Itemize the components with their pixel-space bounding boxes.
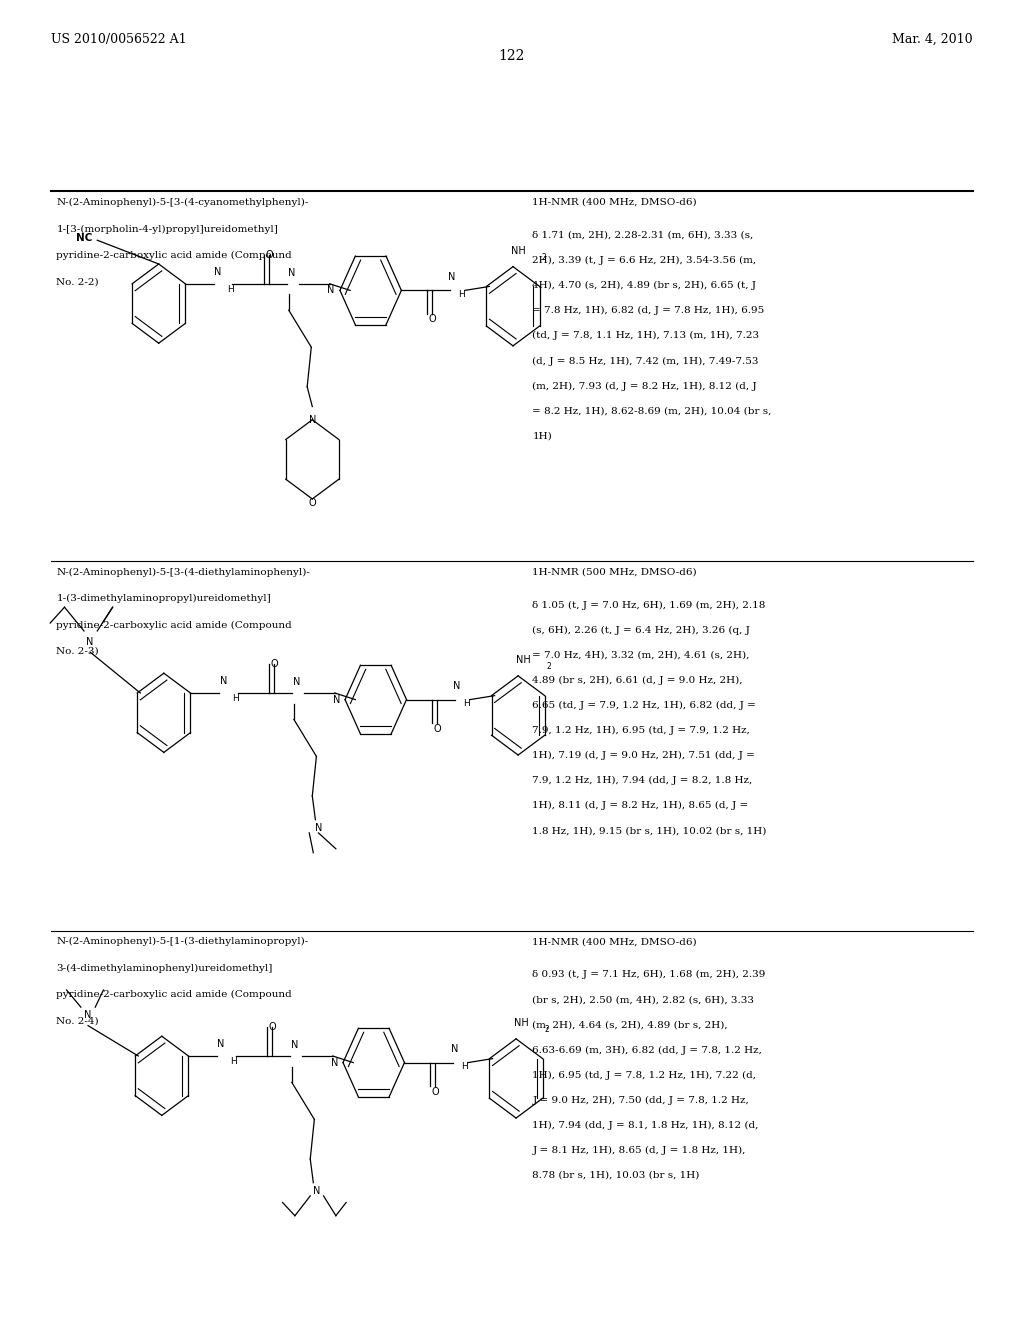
Text: pyridine-2-carboxylic acid amide (Compound: pyridine-2-carboxylic acid amide (Compou… bbox=[56, 990, 292, 999]
Text: 1H): 1H) bbox=[532, 432, 552, 441]
Text: 7.9, 1.2 Hz, 1H), 7.94 (dd, J = 8.2, 1.8 Hz,: 7.9, 1.2 Hz, 1H), 7.94 (dd, J = 8.2, 1.8… bbox=[532, 776, 753, 785]
Text: N: N bbox=[219, 676, 227, 686]
Text: O: O bbox=[265, 249, 273, 260]
Text: 1H), 6.95 (td, J = 7.8, 1.2 Hz, 1H), 7.22 (d,: 1H), 6.95 (td, J = 7.8, 1.2 Hz, 1H), 7.2… bbox=[532, 1071, 757, 1080]
Text: N: N bbox=[447, 272, 456, 282]
Text: 3-(4-dimethylaminophenyl)ureidomethyl]: 3-(4-dimethylaminophenyl)ureidomethyl] bbox=[56, 964, 272, 973]
Text: 1-(3-dimethylaminopropyl)ureidomethyl]: 1-(3-dimethylaminopropyl)ureidomethyl] bbox=[56, 594, 271, 603]
Text: (s, 6H), 2.26 (t, J = 6.4 Hz, 2H), 3.26 (q, J: (s, 6H), 2.26 (t, J = 6.4 Hz, 2H), 3.26 … bbox=[532, 626, 751, 635]
Text: O: O bbox=[270, 659, 279, 669]
Text: N-(2-Aminophenyl)-5-[3-(4-cyanomethylphenyl)-: N-(2-Aminophenyl)-5-[3-(4-cyanomethylphe… bbox=[56, 198, 308, 207]
Text: NC: NC bbox=[76, 232, 92, 243]
Text: H: H bbox=[464, 700, 470, 708]
Text: (m, 2H), 7.93 (d, J = 8.2 Hz, 1H), 8.12 (d, J: (m, 2H), 7.93 (d, J = 8.2 Hz, 1H), 8.12 … bbox=[532, 381, 757, 391]
Text: H: H bbox=[462, 1063, 468, 1071]
Text: 2: 2 bbox=[545, 1026, 549, 1034]
Text: NH: NH bbox=[511, 246, 525, 256]
Text: N: N bbox=[291, 1040, 299, 1051]
Text: 4H), 4.70 (s, 2H), 4.89 (br s, 2H), 6.65 (t, J: 4H), 4.70 (s, 2H), 4.89 (br s, 2H), 6.65… bbox=[532, 281, 757, 290]
Text: 1-[3-(morpholin-4-yl)propyl]ureidomethyl]: 1-[3-(morpholin-4-yl)propyl]ureidomethyl… bbox=[56, 224, 279, 234]
Text: NH: NH bbox=[516, 655, 530, 665]
Text: O: O bbox=[431, 1086, 439, 1097]
Text: No. 2-3): No. 2-3) bbox=[56, 647, 99, 656]
Text: H: H bbox=[232, 694, 239, 702]
Text: NH: NH bbox=[514, 1018, 528, 1028]
Text: N: N bbox=[217, 1039, 225, 1049]
Text: 6.65 (td, J = 7.9, 1.2 Hz, 1H), 6.82 (dd, J =: 6.65 (td, J = 7.9, 1.2 Hz, 1H), 6.82 (dd… bbox=[532, 701, 757, 710]
Text: N: N bbox=[333, 694, 340, 705]
Text: (d, J = 8.5 Hz, 1H), 7.42 (m, 1H), 7.49-7.53: (d, J = 8.5 Hz, 1H), 7.42 (m, 1H), 7.49-… bbox=[532, 356, 759, 366]
Text: N: N bbox=[451, 1044, 459, 1055]
Text: H: H bbox=[459, 290, 465, 298]
Text: O: O bbox=[428, 314, 436, 325]
Text: N: N bbox=[328, 285, 335, 296]
Text: N: N bbox=[214, 267, 222, 277]
Text: 8.78 (br s, 1H), 10.03 (br s, 1H): 8.78 (br s, 1H), 10.03 (br s, 1H) bbox=[532, 1171, 699, 1180]
Text: 1H-NMR (500 MHz, DMSO-d6): 1H-NMR (500 MHz, DMSO-d6) bbox=[532, 568, 697, 577]
Text: 122: 122 bbox=[499, 49, 525, 63]
Text: No. 2-4): No. 2-4) bbox=[56, 1016, 99, 1026]
Text: N: N bbox=[84, 1010, 92, 1020]
Text: Mar. 4, 2010: Mar. 4, 2010 bbox=[892, 33, 973, 46]
Text: (m, 2H), 4.64 (s, 2H), 4.89 (br s, 2H),: (m, 2H), 4.64 (s, 2H), 4.89 (br s, 2H), bbox=[532, 1020, 728, 1030]
Text: pyridine-2-carboxylic acid amide (Compound: pyridine-2-carboxylic acid amide (Compou… bbox=[56, 251, 292, 260]
Text: δ 1.71 (m, 2H), 2.28-2.31 (m, 6H), 3.33 (s,: δ 1.71 (m, 2H), 2.28-2.31 (m, 6H), 3.33 … bbox=[532, 231, 754, 240]
Text: 6.63-6.69 (m, 3H), 6.82 (dd, J = 7.8, 1.2 Hz,: 6.63-6.69 (m, 3H), 6.82 (dd, J = 7.8, 1.… bbox=[532, 1045, 762, 1055]
Text: = 8.2 Hz, 1H), 8.62-8.69 (m, 2H), 10.04 (br s,: = 8.2 Hz, 1H), 8.62-8.69 (m, 2H), 10.04 … bbox=[532, 407, 772, 416]
Text: pyridine-2-carboxylic acid amide (Compound: pyridine-2-carboxylic acid amide (Compou… bbox=[56, 620, 292, 630]
Text: 7.9, 1.2 Hz, 1H), 6.95 (td, J = 7.9, 1.2 Hz,: 7.9, 1.2 Hz, 1H), 6.95 (td, J = 7.9, 1.2… bbox=[532, 726, 751, 735]
Text: O: O bbox=[268, 1022, 276, 1032]
Text: 2: 2 bbox=[542, 253, 546, 261]
Text: O: O bbox=[433, 723, 441, 734]
Text: N: N bbox=[331, 1057, 338, 1068]
Text: 1.8 Hz, 1H), 9.15 (br s, 1H), 10.02 (br s, 1H): 1.8 Hz, 1H), 9.15 (br s, 1H), 10.02 (br … bbox=[532, 826, 767, 836]
Text: N: N bbox=[453, 681, 461, 692]
Text: 2: 2 bbox=[547, 663, 551, 671]
Text: N: N bbox=[293, 677, 301, 688]
Text: δ 0.93 (t, J = 7.1 Hz, 6H), 1.68 (m, 2H), 2.39: δ 0.93 (t, J = 7.1 Hz, 6H), 1.68 (m, 2H)… bbox=[532, 970, 766, 979]
Text: 1H), 7.19 (d, J = 9.0 Hz, 2H), 7.51 (dd, J =: 1H), 7.19 (d, J = 9.0 Hz, 2H), 7.51 (dd,… bbox=[532, 751, 756, 760]
Text: (br s, 2H), 2.50 (m, 4H), 2.82 (s, 6H), 3.33: (br s, 2H), 2.50 (m, 4H), 2.82 (s, 6H), … bbox=[532, 995, 755, 1005]
Text: δ 1.05 (t, J = 7.0 Hz, 6H), 1.69 (m, 2H), 2.18: δ 1.05 (t, J = 7.0 Hz, 6H), 1.69 (m, 2H)… bbox=[532, 601, 766, 610]
Text: (td, J = 7.8, 1.1 Hz, 1H), 7.13 (m, 1H), 7.23: (td, J = 7.8, 1.1 Hz, 1H), 7.13 (m, 1H),… bbox=[532, 331, 760, 341]
Text: N: N bbox=[314, 822, 323, 833]
Text: O: O bbox=[308, 498, 316, 508]
Text: J = 8.1 Hz, 1H), 8.65 (d, J = 1.8 Hz, 1H),: J = 8.1 Hz, 1H), 8.65 (d, J = 1.8 Hz, 1H… bbox=[532, 1146, 745, 1155]
Text: 1H), 8.11 (d, J = 8.2 Hz, 1H), 8.65 (d, J =: 1H), 8.11 (d, J = 8.2 Hz, 1H), 8.65 (d, … bbox=[532, 801, 749, 810]
Text: N: N bbox=[288, 268, 296, 279]
Text: J = 9.0 Hz, 2H), 7.50 (dd, J = 7.8, 1.2 Hz,: J = 9.0 Hz, 2H), 7.50 (dd, J = 7.8, 1.2 … bbox=[532, 1096, 750, 1105]
Text: N: N bbox=[86, 636, 94, 647]
Text: 2H), 3.39 (t, J = 6.6 Hz, 2H), 3.54-3.56 (m,: 2H), 3.39 (t, J = 6.6 Hz, 2H), 3.54-3.56… bbox=[532, 256, 757, 265]
Text: N-(2-Aminophenyl)-5-[1-(3-diethylaminopropyl)-: N-(2-Aminophenyl)-5-[1-(3-diethylaminopr… bbox=[56, 937, 308, 946]
Text: N-(2-Aminophenyl)-5-[3-(4-diethylaminophenyl)-: N-(2-Aminophenyl)-5-[3-(4-diethylaminoph… bbox=[56, 568, 310, 577]
Text: No. 2-2): No. 2-2) bbox=[56, 277, 99, 286]
Text: US 2010/0056522 A1: US 2010/0056522 A1 bbox=[51, 33, 186, 46]
Text: = 7.0 Hz, 4H), 3.32 (m, 2H), 4.61 (s, 2H),: = 7.0 Hz, 4H), 3.32 (m, 2H), 4.61 (s, 2H… bbox=[532, 651, 750, 660]
Text: 1H), 7.94 (dd, J = 8.1, 1.8 Hz, 1H), 8.12 (d,: 1H), 7.94 (dd, J = 8.1, 1.8 Hz, 1H), 8.1… bbox=[532, 1121, 759, 1130]
Text: N: N bbox=[308, 414, 316, 425]
Text: H: H bbox=[227, 285, 233, 293]
Text: = 7.8 Hz, 1H), 6.82 (d, J = 7.8 Hz, 1H), 6.95: = 7.8 Hz, 1H), 6.82 (d, J = 7.8 Hz, 1H),… bbox=[532, 306, 765, 315]
Text: 4.89 (br s, 2H), 6.61 (d, J = 9.0 Hz, 2H),: 4.89 (br s, 2H), 6.61 (d, J = 9.0 Hz, 2H… bbox=[532, 676, 743, 685]
Text: H: H bbox=[230, 1057, 237, 1065]
Text: 1H-NMR (400 MHz, DMSO-d6): 1H-NMR (400 MHz, DMSO-d6) bbox=[532, 937, 697, 946]
Text: N: N bbox=[312, 1185, 321, 1196]
Text: 1H-NMR (400 MHz, DMSO-d6): 1H-NMR (400 MHz, DMSO-d6) bbox=[532, 198, 697, 207]
